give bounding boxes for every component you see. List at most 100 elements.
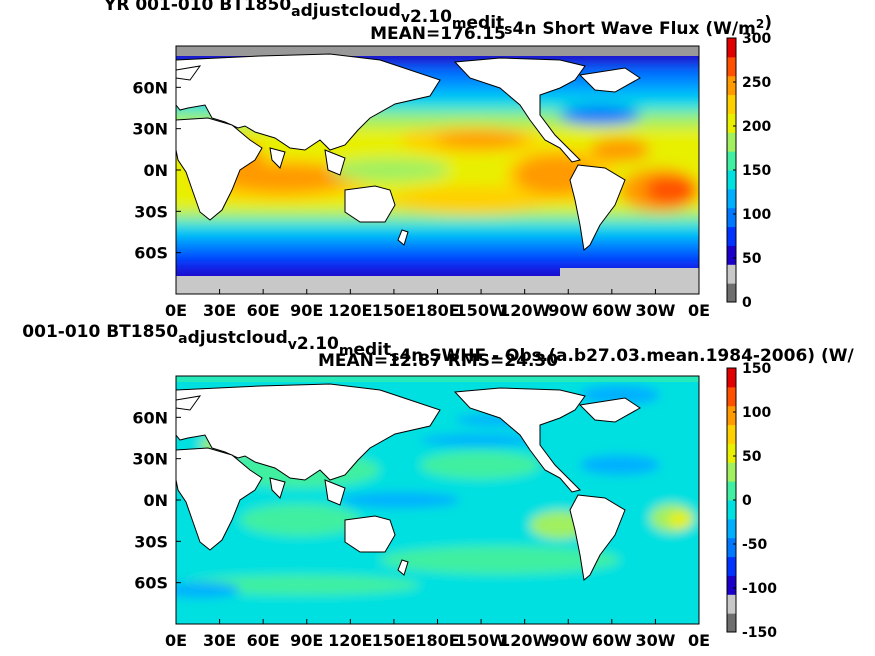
colorbar-segment xyxy=(727,188,736,209)
colorbar-tick-label: 0 xyxy=(742,295,752,311)
colorbar-tick-label: 300 xyxy=(742,31,771,47)
y-tick-label: 30N xyxy=(132,450,168,469)
title-piece: m xyxy=(452,16,467,32)
x-tick-label: 120E xyxy=(328,631,372,650)
colorbar-segment xyxy=(727,500,736,520)
colorbar-tick-label: 100 xyxy=(742,405,771,421)
colorbar-segment xyxy=(727,594,736,614)
colorbar-segment xyxy=(727,226,736,246)
panel-bottom: 001-010 BT1850adjustcloudv2.10medits4n S… xyxy=(22,322,854,650)
x-tick-label: 150E xyxy=(372,301,416,320)
y-tick-label: 30N xyxy=(132,120,168,139)
colorbar-segment xyxy=(727,405,736,426)
colorbar-tick-label: 0 xyxy=(742,493,752,509)
panel-bottom-y-ticks: 60N 30N 0N 30S 60S xyxy=(132,408,181,593)
colorbar-tick-label: -150 xyxy=(742,625,777,641)
panel-bottom-title: 001-010 BT1850adjustcloudv2.10medits4n S… xyxy=(22,322,854,366)
colorbar-segment xyxy=(727,38,736,58)
title-piece: 2 xyxy=(756,17,764,31)
x-tick-label: 150E xyxy=(372,631,416,650)
x-tick-label: 90W xyxy=(548,631,588,650)
panel-top-land xyxy=(176,53,641,251)
colorbar-segment xyxy=(727,170,736,190)
title-piece: s xyxy=(504,22,512,38)
x-tick-label: 120W xyxy=(499,301,550,320)
x-tick-label: 60W xyxy=(592,631,632,650)
colorbar-segment xyxy=(727,75,736,96)
y-tick-label: 30S xyxy=(134,532,168,551)
colorbar-segment xyxy=(727,283,736,303)
colorbar-segment xyxy=(727,556,736,576)
title-piece: a xyxy=(291,4,300,20)
colorbar-segment xyxy=(727,207,736,228)
y-tick-label: 60N xyxy=(132,78,168,97)
x-tick-label: 0E xyxy=(165,301,187,320)
panel-bottom-map xyxy=(176,376,699,624)
colorbar-segment xyxy=(727,386,736,407)
title-piece: YR 001-010 BT1850 xyxy=(103,0,291,15)
y-tick-label: 30S xyxy=(134,202,168,221)
x-tick-label: 30W xyxy=(635,631,675,650)
title-piece: ) xyxy=(764,13,772,33)
x-tick-label: 60W xyxy=(592,301,632,320)
colorbar-tick-label: 250 xyxy=(742,75,771,91)
x-tick-label: 0E xyxy=(165,631,187,650)
title-piece: 4n Short Wave Flux (W/m xyxy=(513,19,756,39)
title-piece: v xyxy=(288,337,297,353)
panel-bottom-subtitle: MEAN=12.87 RMS=24.30 xyxy=(318,351,558,371)
x-tick-label: 90E xyxy=(290,631,323,650)
panel-top-subtitle: MEAN=176.15 xyxy=(370,24,506,44)
y-tick-label: 60S xyxy=(134,244,168,263)
title-piece: djustcloud xyxy=(188,328,288,348)
colorbar-tick-label: -50 xyxy=(742,537,768,553)
title-piece: s xyxy=(391,349,399,365)
colorbar-segment xyxy=(727,424,736,444)
x-tick-label: 120E xyxy=(328,301,372,320)
x-tick-label: 60E xyxy=(247,301,280,320)
panel-top-y-ticks: 60N 30N 0N 30S 60S xyxy=(132,78,181,263)
title-piece: 2.10 xyxy=(410,7,452,27)
panel-top: YR 001-010 BT1850adjustcloudv2.10medits4… xyxy=(103,0,772,320)
title-piece: 2.10 xyxy=(297,334,339,354)
colorbar-tick-label: 200 xyxy=(742,119,771,135)
colorbar-segment xyxy=(727,518,736,539)
colorbar-segment xyxy=(727,481,736,501)
colorbar-tick-label: 100 xyxy=(742,207,771,223)
x-tick-label: 120W xyxy=(499,631,550,650)
colorbar-tick-label: -100 xyxy=(742,581,777,597)
x-tick-label: 180E xyxy=(415,301,459,320)
panel-top-colorbar: 0 50 100 150 200 250 300 xyxy=(726,31,771,311)
y-tick-label: 0N xyxy=(143,161,168,180)
y-tick-label: 60S xyxy=(134,574,168,593)
colorbar-segment xyxy=(727,462,736,482)
x-tick-label: 90E xyxy=(290,301,323,320)
x-tick-label: 150W xyxy=(456,301,507,320)
panel-bottom-land xyxy=(176,383,641,581)
colorbar-segment xyxy=(727,264,736,284)
y-tick-label: 0N xyxy=(143,491,168,510)
panel-top-title: YR 001-010 BT1850adjustcloudv2.10medits4… xyxy=(103,0,772,39)
y-tick-label: 60N xyxy=(132,408,168,427)
title-piece: 001-010 BT1850 xyxy=(22,322,178,342)
colorbar-segment xyxy=(727,132,736,152)
title-piece: edit xyxy=(467,13,505,33)
panel-bottom-colorbar: -150 -100 -50 0 50 100 150 xyxy=(726,361,777,641)
panel-top-map xyxy=(176,46,699,294)
colorbar-segment xyxy=(727,245,736,265)
x-tick-label: 0E xyxy=(688,301,710,320)
x-tick-label: 150W xyxy=(456,631,507,650)
colorbar-segment xyxy=(727,94,736,114)
title-piece: 4n SWHF - Obs.(a.b27.03.mean.1984-2006) … xyxy=(399,346,854,366)
colorbar-segment xyxy=(727,575,736,595)
colorbar-segment xyxy=(727,613,736,633)
title-piece: edit xyxy=(353,340,391,360)
colorbar-segment xyxy=(727,537,736,558)
x-tick-label: 90W xyxy=(548,301,588,320)
colorbar-tick-label: 150 xyxy=(742,163,771,179)
title-piece: m xyxy=(339,343,354,359)
colorbar-segment xyxy=(727,56,736,77)
colorbar-segment xyxy=(727,443,736,463)
